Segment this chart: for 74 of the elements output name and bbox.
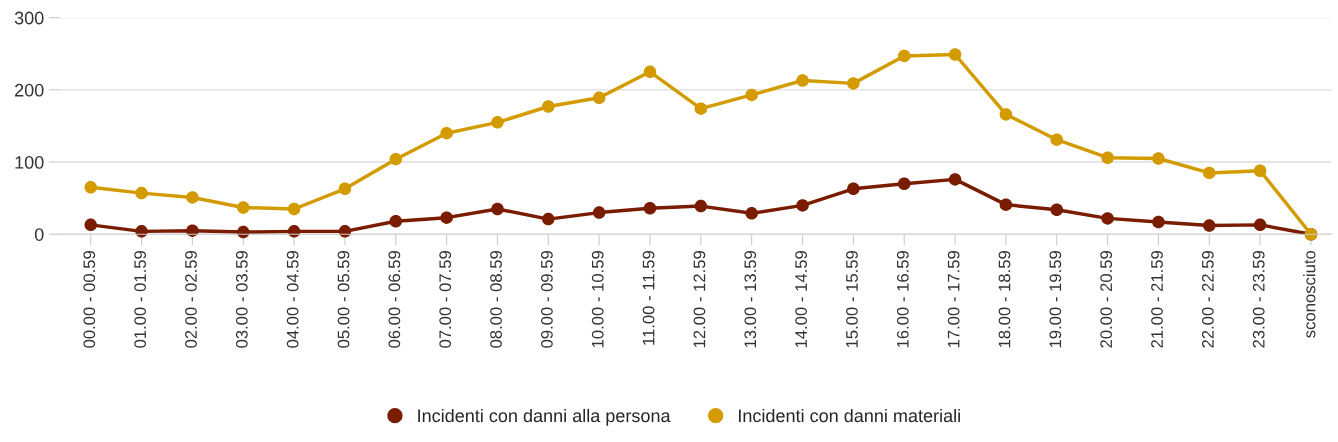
point xyxy=(389,215,403,228)
point xyxy=(440,211,453,224)
x-tick-label: 11.00 - 11.59 xyxy=(642,251,655,345)
point xyxy=(745,207,758,220)
point xyxy=(186,191,199,204)
x-tick-label: 22.00 - 22.59 xyxy=(1201,251,1214,348)
y-tick-label: 100 xyxy=(15,156,44,169)
point xyxy=(1203,219,1216,232)
point xyxy=(948,173,962,186)
point xyxy=(1253,218,1267,232)
x-tick-label: 18.00 - 18.59 xyxy=(998,251,1011,348)
point xyxy=(542,212,555,226)
point xyxy=(491,116,504,129)
point xyxy=(999,108,1013,121)
x-tick-label: 02.00 - 02.59 xyxy=(185,251,197,348)
point xyxy=(847,182,860,196)
x-tick-label: 20.00 - 20.59 xyxy=(1100,251,1113,348)
point xyxy=(847,77,860,90)
x-tick-label: 12.00 - 12.59 xyxy=(693,251,706,348)
x-tick-label: 04.00 - 04.59 xyxy=(286,251,299,348)
x-tick-label: 09.00 - 09.59 xyxy=(540,251,553,348)
point xyxy=(389,152,403,166)
x-tick-label: 00.00 - 00.59 xyxy=(83,251,96,348)
point xyxy=(796,74,809,87)
point xyxy=(999,198,1013,211)
y-tick-label: 300 xyxy=(14,11,44,25)
point xyxy=(1050,203,1063,216)
point xyxy=(1253,164,1267,177)
point xyxy=(1152,152,1165,165)
point xyxy=(897,177,911,190)
point xyxy=(84,181,97,194)
y-tick-label: 200 xyxy=(15,83,44,97)
point xyxy=(745,88,758,102)
point xyxy=(491,202,504,216)
x-tick-label: 17.00 - 17.59 xyxy=(947,251,960,348)
x-tick-label: 07.00 - 07.59 xyxy=(439,251,452,348)
point xyxy=(1152,215,1165,229)
point xyxy=(440,126,453,140)
x-tick-label: 08.00 - 08.59 xyxy=(490,251,502,348)
point xyxy=(1101,151,1114,164)
y-tick-label: 0 xyxy=(34,228,44,241)
point xyxy=(694,199,708,213)
legend-label: Incidenti con danni alla persona xyxy=(418,408,671,426)
point xyxy=(643,202,657,215)
point xyxy=(948,48,962,61)
x-tick-label: 14.00 - 14.59 xyxy=(795,251,808,348)
x-tick-label: 05.00 - 05.59 xyxy=(337,251,350,348)
point xyxy=(287,202,301,216)
legend-label: Incidenti con danni materiali xyxy=(739,408,960,423)
point xyxy=(542,100,555,113)
point xyxy=(1050,133,1063,146)
point xyxy=(237,201,250,214)
x-tick-label: 23.00 - 23.59 xyxy=(1252,251,1265,348)
x-tick-label: 21.00 - 21.59 xyxy=(1151,251,1163,348)
x-tick-label: 13.00 - 13.59 xyxy=(744,251,757,348)
x-tick-label: 15.00 - 15.59 xyxy=(846,251,858,348)
x-tick-label: 06.00 - 06.59 xyxy=(388,251,401,348)
point xyxy=(84,218,97,232)
point xyxy=(1101,212,1114,225)
point xyxy=(592,206,606,219)
point xyxy=(135,186,148,200)
point xyxy=(338,182,352,196)
point xyxy=(643,65,657,79)
x-tick-label: 03.00 - 03.59 xyxy=(235,251,248,348)
point xyxy=(592,91,606,105)
x-tick-label: 19.00 - 19.59 xyxy=(1049,251,1062,348)
x-tick-label: 10.00 - 10.59 xyxy=(591,251,604,348)
x-tick-label: sconosciuto xyxy=(1303,250,1316,338)
point xyxy=(1203,166,1216,180)
point xyxy=(796,199,809,212)
point xyxy=(694,102,708,115)
x-tick-label: 01.00 - 01.59 xyxy=(134,251,147,348)
point xyxy=(897,49,911,63)
x-tick-label: 16.00 - 16.59 xyxy=(896,251,909,348)
